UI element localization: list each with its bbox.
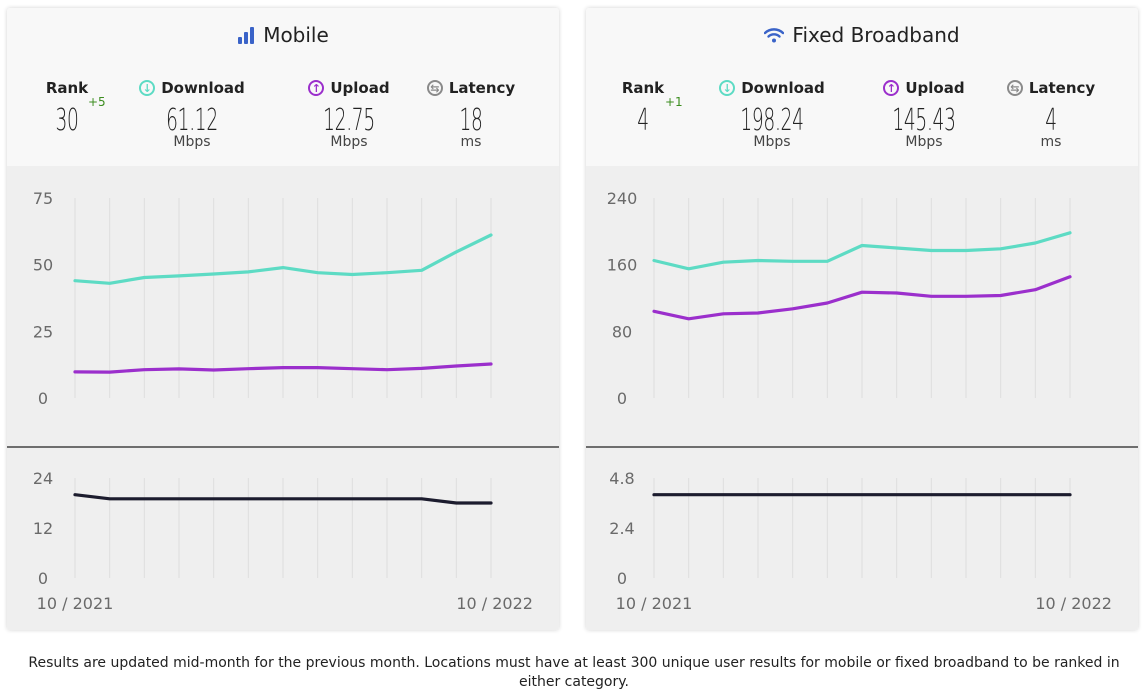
fixed-broadband-header: Fixed Broadband Rank 4 +1 ↓ Download 198… [586, 8, 1138, 166]
download-value: 61.12 [166, 103, 218, 138]
fixed-broadband-title: Fixed Broadband [586, 23, 1138, 47]
y-tick-label: 0 [38, 569, 48, 588]
upload-label: Upload [905, 79, 965, 97]
rank-change: +1 [665, 95, 683, 109]
upload-value: 145.43 [892, 103, 956, 138]
download-value: 198.24 [740, 103, 804, 138]
download-label: Download [741, 79, 825, 97]
latency-unit: ms [460, 134, 482, 150]
download-arrow-icon: ↓ [719, 80, 736, 96]
y-tick-label: 0 [617, 569, 627, 588]
download-series-line [652, 231, 1072, 271]
fixed-broadband-chart: 240 160 80 0 4.8 2.4 0 10 / 2021 10 / 2022 [586, 166, 1138, 630]
footnote-text: Results are updated mid-month for the pr… [28, 655, 1120, 690]
rank-label: Rank [621, 79, 665, 97]
y-tick-label: 50 [33, 256, 53, 275]
mobile-download: ↓ Download 61.12 Mbps [122, 78, 262, 150]
download-series-line [73, 233, 493, 285]
fixed-rank: Rank 4 [586, 78, 713, 138]
upload-series-line [652, 275, 1072, 321]
download-unit: Mbps [753, 134, 791, 150]
mobile-upload: ↑ Upload 12.75 Mbps [279, 78, 419, 150]
latency-label: Latency [1028, 79, 1096, 97]
fixed-upload: ↑ Upload 145.43 Mbps [854, 78, 994, 150]
y-tick-label: 160 [607, 256, 638, 275]
latency-icon: ⇆ [426, 80, 443, 96]
y-tick-label: 24 [33, 469, 53, 488]
mobile-header: Mobile Rank 30 +5 ↓ Download 61.12 Mbps … [7, 8, 559, 166]
rank-label: Rank [45, 79, 89, 97]
x-tick-label: 10 / 2022 [1035, 594, 1112, 613]
mobile-rank: Rank 30 [7, 78, 137, 138]
y-tick-label: 0 [617, 389, 627, 408]
y-tick-label: 12 [33, 519, 53, 538]
fixed-download: ↓ Download 198.24 Mbps [702, 78, 842, 150]
upload-arrow-icon: ↑ [883, 80, 900, 96]
footnote: Results are updated mid-month for the pr… [0, 654, 1148, 692]
upload-label: Upload [330, 79, 390, 97]
latency-series-line [73, 493, 493, 505]
y-tick-label: 0 [38, 389, 48, 408]
x-tick-label: 10 / 2021 [616, 594, 693, 613]
download-label: Download [161, 79, 245, 97]
y-tick-label: 2.4 [609, 519, 634, 538]
mobile-title-text: Mobile [263, 23, 329, 47]
latency-value: 4 [1045, 103, 1057, 138]
upload-series-line [73, 362, 493, 374]
y-tick-label: 25 [33, 322, 53, 341]
y-tick-label: 240 [607, 189, 638, 208]
mobile-panel: Mobile Rank 30 +5 ↓ Download 61.12 Mbps … [7, 8, 559, 630]
fixed-broadband-title-text: Fixed Broadband [792, 23, 960, 47]
signal-bars-icon [238, 27, 255, 44]
upload-arrow-icon: ↑ [308, 80, 325, 96]
download-unit: Mbps [173, 134, 211, 150]
latency-icon: ⇆ [1006, 80, 1023, 96]
latency-label: Latency [448, 79, 516, 97]
download-arrow-icon: ↓ [139, 80, 156, 96]
fixed-latency: ⇆ Latency 4 ms [981, 78, 1121, 150]
y-tick-label: 4.8 [609, 469, 634, 488]
upload-unit: Mbps [330, 134, 368, 150]
upload-unit: Mbps [905, 134, 943, 150]
rank-change: +5 [88, 95, 106, 109]
fixed-broadband-panel: Fixed Broadband Rank 4 +1 ↓ Download 198… [586, 8, 1138, 630]
latency-unit: ms [1040, 134, 1062, 150]
upload-value: 12.75 [323, 103, 375, 138]
mobile-title: Mobile [7, 23, 559, 47]
wifi-icon [764, 28, 785, 43]
rank-value: 4 [637, 103, 649, 138]
y-tick-label: 80 [612, 322, 632, 341]
rank-value: 30 [55, 103, 79, 138]
x-tick-label: 10 / 2021 [37, 594, 114, 613]
mobile-chart: 75 50 25 0 24 12 0 10 / 2021 10 / 2022 [7, 166, 559, 630]
x-tick-label: 10 / 2022 [456, 594, 533, 613]
latency-value: 18 [459, 103, 483, 138]
y-tick-label: 75 [33, 189, 53, 208]
mobile-latency: ⇆ Latency 18 ms [401, 78, 541, 150]
